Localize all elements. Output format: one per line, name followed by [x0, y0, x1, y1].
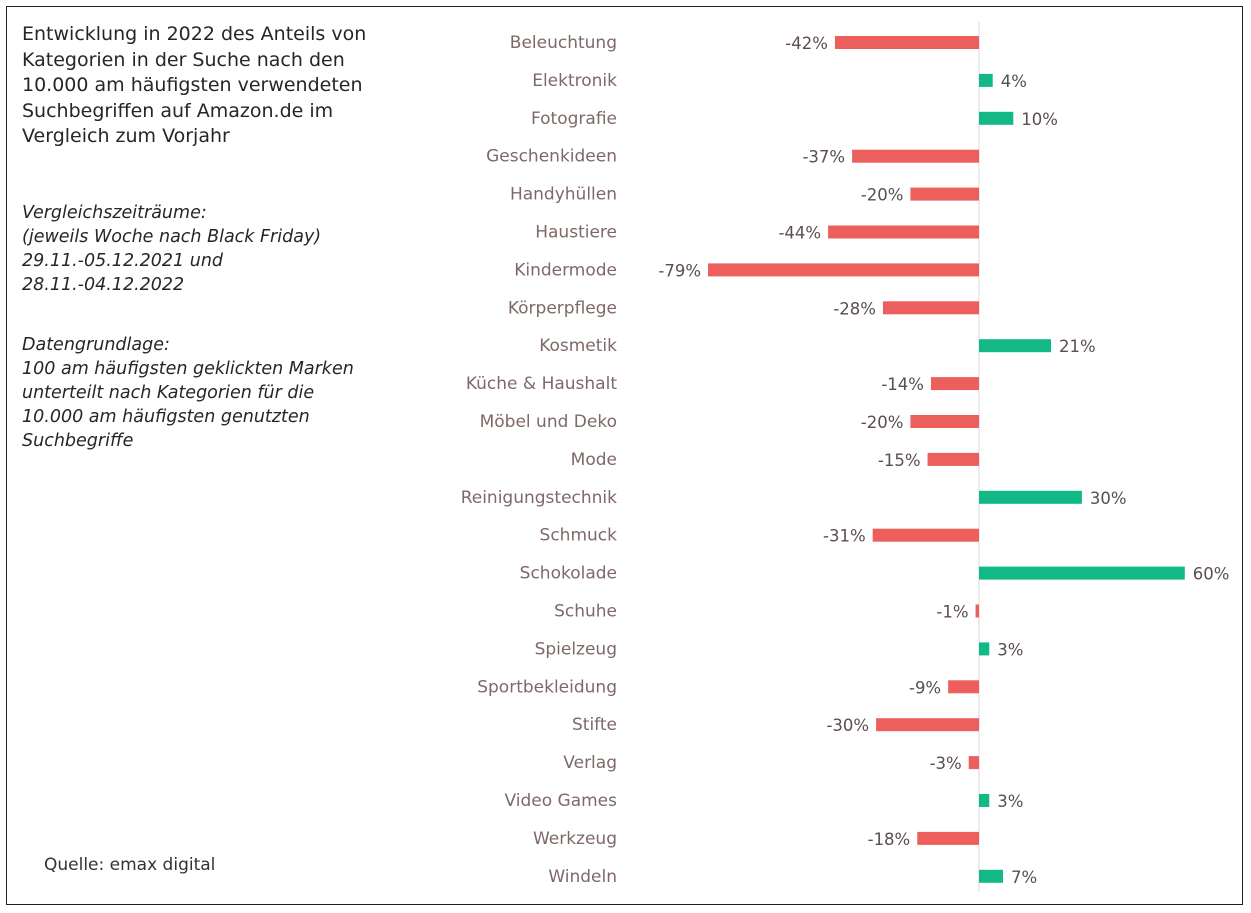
category-label: Spielzeug — [535, 639, 617, 659]
value-label: -79% — [658, 261, 701, 280]
value-label: 60% — [1193, 565, 1230, 584]
value-label: -1% — [936, 603, 968, 622]
bar-5 — [828, 225, 979, 239]
value-label: -3% — [930, 754, 962, 773]
bar-17 — [948, 680, 979, 694]
bar-18 — [876, 718, 979, 732]
value-label: -42% — [785, 34, 828, 53]
value-label: -9% — [909, 678, 941, 697]
value-label: -20% — [861, 186, 904, 205]
bar-4 — [910, 187, 979, 201]
value-labels: -42% 4% 10% -37% -20% -44% -79% -28% 21% -14% -20%… — [658, 34, 1229, 887]
category-label: Haustiere — [535, 223, 617, 243]
value-label: 10% — [1021, 110, 1058, 129]
category-label: Mode — [571, 450, 617, 470]
bar-1 — [979, 73, 993, 87]
bar-15 — [975, 604, 979, 618]
category-label: Elektronik — [532, 71, 617, 91]
category-label: Beleuchtung — [510, 33, 617, 53]
value-label: 3% — [997, 640, 1023, 659]
category-label: Handyhüllen — [510, 185, 617, 205]
bar-8 — [979, 339, 1052, 353]
value-label: -14% — [881, 375, 924, 394]
category-labels: Beleuchtung Elektronik Fotografie Geschenki… — [461, 33, 618, 887]
bar-11 — [927, 452, 979, 466]
category-label: Reinigungstechnik — [461, 488, 617, 508]
value-label: -44% — [778, 224, 821, 243]
bar-21 — [917, 831, 979, 845]
category-label: Sportbekleidung — [477, 677, 617, 697]
chart-title: Entwicklung in 2022 des Anteils von Kate… — [22, 23, 367, 147]
category-label: Schokolade — [520, 564, 617, 584]
bar-16 — [979, 642, 990, 656]
bar-14 — [979, 566, 1185, 580]
bar-20 — [979, 794, 990, 807]
value-label: -18% — [868, 830, 911, 849]
category-label: Verlag — [563, 753, 617, 773]
bars-group — [708, 36, 1185, 883]
value-label: 4% — [1001, 72, 1027, 91]
category-label: Kindermode — [514, 260, 617, 280]
bar-19 — [968, 756, 979, 770]
bar-3 — [852, 149, 979, 163]
category-label: Stifte — [572, 715, 617, 735]
category-label: Kosmetik — [539, 336, 617, 356]
value-label: 21% — [1059, 337, 1096, 356]
category-label: Schmuck — [540, 526, 618, 546]
bar-22 — [979, 869, 1004, 883]
source-label: Quelle: emax digital — [44, 855, 216, 875]
value-label: -30% — [826, 716, 869, 735]
value-label: -31% — [823, 527, 866, 546]
chart-frame — [6, 6, 1243, 905]
category-label: Werkzeug — [533, 829, 617, 849]
bar-12 — [979, 490, 1082, 504]
bar-9 — [930, 377, 979, 391]
value-label: -28% — [833, 299, 876, 318]
value-label: 3% — [997, 792, 1023, 811]
value-label: -20% — [861, 413, 904, 432]
value-label: 30% — [1090, 489, 1127, 508]
bar-7 — [882, 301, 979, 315]
category-label: Körperpflege — [508, 298, 617, 318]
bar-13 — [872, 528, 979, 542]
value-label: -37% — [802, 148, 845, 167]
bar-0 — [834, 36, 979, 49]
category-label: Küche & Haushalt — [466, 374, 617, 394]
category-label: Video Games — [504, 791, 617, 811]
value-label: 7% — [1011, 868, 1037, 887]
category-label: Schuhe — [554, 602, 617, 622]
category-label: Fotografie — [531, 109, 617, 129]
category-label: Geschenkideen — [486, 147, 617, 167]
category-label: Möbel und Deko — [480, 412, 617, 432]
bar-2 — [979, 111, 1014, 125]
data-basis-note: Datengrundlage: 100 am häufigsten geklic… — [22, 335, 354, 451]
category-label: Windeln — [548, 867, 617, 887]
value-label: -15% — [878, 451, 921, 470]
bar-10 — [910, 415, 979, 428]
bar-6 — [708, 263, 979, 277]
comparison-period-note: Vergleichszeiträume: (jeweils Woche nach… — [22, 203, 322, 295]
